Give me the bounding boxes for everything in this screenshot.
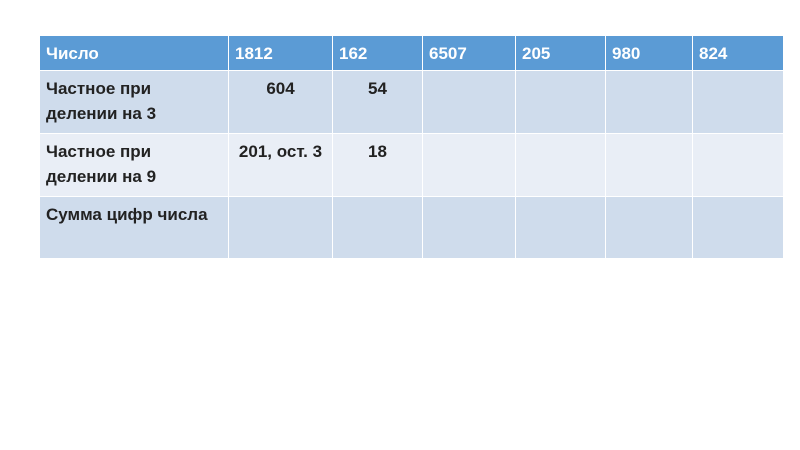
table-cell: 54 — [332, 70, 423, 134]
table-cell — [692, 70, 784, 134]
table-cell — [422, 133, 516, 197]
table-cell — [692, 196, 784, 259]
header-cell: Число — [39, 35, 229, 71]
header-cell: 824 — [692, 35, 784, 71]
table-cell — [332, 196, 423, 259]
table-row: Сумма цифр числа — [39, 196, 784, 259]
row-label: Частное при делении на 3 — [39, 70, 229, 134]
header-cell: 980 — [605, 35, 693, 71]
table-header-row: Число 1812 162 6507 205 980 824 — [39, 35, 784, 71]
table-cell — [422, 196, 516, 259]
table-cell — [515, 70, 606, 134]
row-label: Частное при делении на 9 — [39, 133, 229, 197]
table-cell: 18 — [332, 133, 423, 197]
table-cell — [228, 196, 333, 259]
header-cell: 6507 — [422, 35, 516, 71]
header-cell: 162 — [332, 35, 423, 71]
table-cell: 201, ост. 3 — [228, 133, 333, 197]
row-label: Сумма цифр числа — [39, 196, 229, 259]
table-cell — [605, 196, 693, 259]
table-cell: 604 — [228, 70, 333, 134]
header-cell: 1812 — [228, 35, 333, 71]
table-cell — [605, 133, 693, 197]
table-cell — [515, 196, 606, 259]
table-cell — [605, 70, 693, 134]
table-row: Частное при делении на 9 201, ост. 3 18 — [39, 133, 784, 197]
table-cell — [515, 133, 606, 197]
header-cell: 205 — [515, 35, 606, 71]
data-table: Число 1812 162 6507 205 980 824 Частное … — [39, 35, 784, 259]
table-cell — [692, 133, 784, 197]
table-cell — [422, 70, 516, 134]
table-row: Частное при делении на 3 604 54 — [39, 70, 784, 134]
